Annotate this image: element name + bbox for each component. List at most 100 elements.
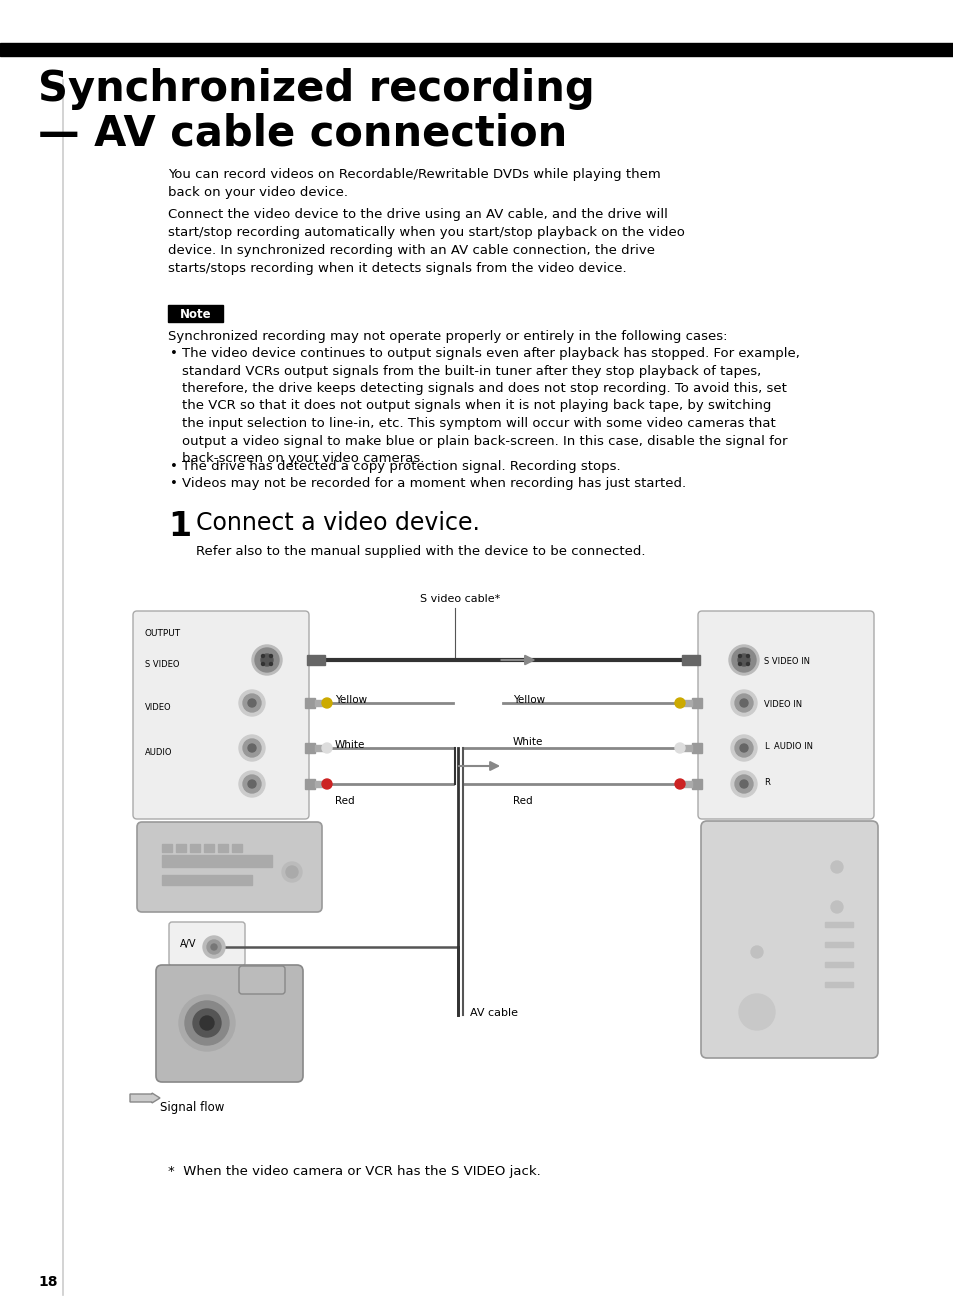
Circle shape (254, 647, 278, 672)
Bar (679, 781, 691, 787)
Bar (824, 961, 852, 967)
Circle shape (261, 662, 264, 666)
Circle shape (675, 780, 684, 789)
Bar (162, 844, 172, 852)
Circle shape (248, 744, 255, 752)
Circle shape (269, 662, 273, 666)
Bar (232, 844, 242, 852)
Bar (314, 781, 327, 787)
Text: Connect a video device.: Connect a video device. (195, 511, 479, 535)
Text: — AV cable connection: — AV cable connection (38, 112, 567, 156)
Bar (190, 844, 200, 852)
Circle shape (239, 770, 265, 797)
Bar (824, 982, 852, 988)
Text: L: L (763, 742, 768, 751)
Bar (162, 875, 252, 886)
Circle shape (750, 946, 762, 957)
Circle shape (675, 698, 684, 708)
Bar (691, 780, 701, 789)
Bar (691, 698, 701, 708)
Text: The drive has detected a copy protection signal. Recording stops.: The drive has detected a copy protection… (182, 460, 620, 473)
FancyBboxPatch shape (132, 611, 309, 819)
Circle shape (179, 995, 234, 1052)
Text: Signal flow: Signal flow (160, 1101, 224, 1114)
Text: Connect the video device to the drive using an AV cable, and the drive will
star: Connect the video device to the drive us… (168, 208, 684, 275)
Text: Videos may not be recorded for a moment when recording has just started.: Videos may not be recorded for a moment … (182, 477, 685, 490)
Text: *  When the video camera or VCR has the S VIDEO jack.: * When the video camera or VCR has the S… (168, 1165, 540, 1179)
Bar (305, 780, 314, 789)
Circle shape (830, 861, 842, 872)
Bar (305, 698, 314, 708)
Circle shape (740, 780, 747, 787)
Text: R: R (763, 778, 769, 787)
Circle shape (243, 776, 261, 793)
Text: Red: Red (335, 797, 355, 806)
Bar (307, 655, 325, 664)
Circle shape (738, 654, 740, 658)
Text: The video device continues to output signals even after playback has stopped. Fo: The video device continues to output sig… (182, 347, 799, 466)
Text: A/V: A/V (180, 939, 196, 950)
Circle shape (200, 1016, 213, 1029)
Text: •: • (170, 477, 177, 490)
FancyArrow shape (130, 1093, 160, 1103)
Text: 18: 18 (38, 1275, 57, 1288)
Circle shape (675, 743, 684, 753)
Text: OUTPUT: OUTPUT (145, 629, 181, 638)
Circle shape (730, 770, 757, 797)
Text: White: White (513, 736, 543, 747)
Text: VIDEO: VIDEO (145, 702, 172, 712)
Bar (314, 746, 327, 751)
Bar (204, 844, 213, 852)
FancyBboxPatch shape (239, 967, 285, 994)
Text: 1: 1 (168, 510, 191, 543)
Circle shape (185, 1001, 229, 1045)
Text: Note: Note (179, 307, 212, 320)
Circle shape (728, 645, 759, 675)
Circle shape (730, 735, 757, 761)
Circle shape (243, 739, 261, 757)
Text: S VIDEO IN: S VIDEO IN (763, 657, 809, 666)
FancyBboxPatch shape (156, 965, 303, 1082)
Circle shape (203, 937, 225, 957)
Circle shape (740, 744, 747, 752)
Circle shape (745, 662, 749, 666)
Text: Yellow: Yellow (335, 695, 367, 705)
FancyBboxPatch shape (698, 611, 873, 819)
Bar (314, 700, 327, 706)
Circle shape (261, 654, 264, 658)
Circle shape (207, 940, 221, 954)
Text: Red: Red (513, 797, 532, 806)
Circle shape (322, 698, 332, 708)
Bar (305, 743, 314, 753)
Text: •: • (170, 347, 177, 360)
Text: AUDIO IN: AUDIO IN (773, 742, 812, 751)
Circle shape (745, 654, 749, 658)
Circle shape (239, 735, 265, 761)
Circle shape (239, 691, 265, 715)
Bar (162, 855, 272, 867)
Circle shape (211, 944, 216, 950)
Text: AUDIO: AUDIO (145, 748, 172, 757)
Text: •: • (170, 460, 177, 473)
Text: AV cable: AV cable (470, 1008, 517, 1018)
Bar (679, 746, 691, 751)
Bar (168, 305, 223, 322)
Circle shape (243, 695, 261, 712)
Bar (218, 844, 228, 852)
Text: S VIDEO: S VIDEO (145, 661, 179, 668)
Circle shape (734, 739, 752, 757)
Circle shape (269, 654, 273, 658)
Circle shape (730, 691, 757, 715)
Bar (175, 844, 186, 852)
Circle shape (248, 780, 255, 787)
FancyBboxPatch shape (700, 821, 877, 1058)
Text: White: White (335, 740, 365, 749)
Circle shape (740, 698, 747, 708)
FancyBboxPatch shape (169, 922, 245, 967)
Circle shape (286, 866, 297, 878)
Circle shape (738, 662, 740, 666)
Text: Synchronized recording: Synchronized recording (38, 68, 594, 110)
Circle shape (731, 647, 755, 672)
FancyBboxPatch shape (137, 821, 322, 912)
Bar (691, 743, 701, 753)
